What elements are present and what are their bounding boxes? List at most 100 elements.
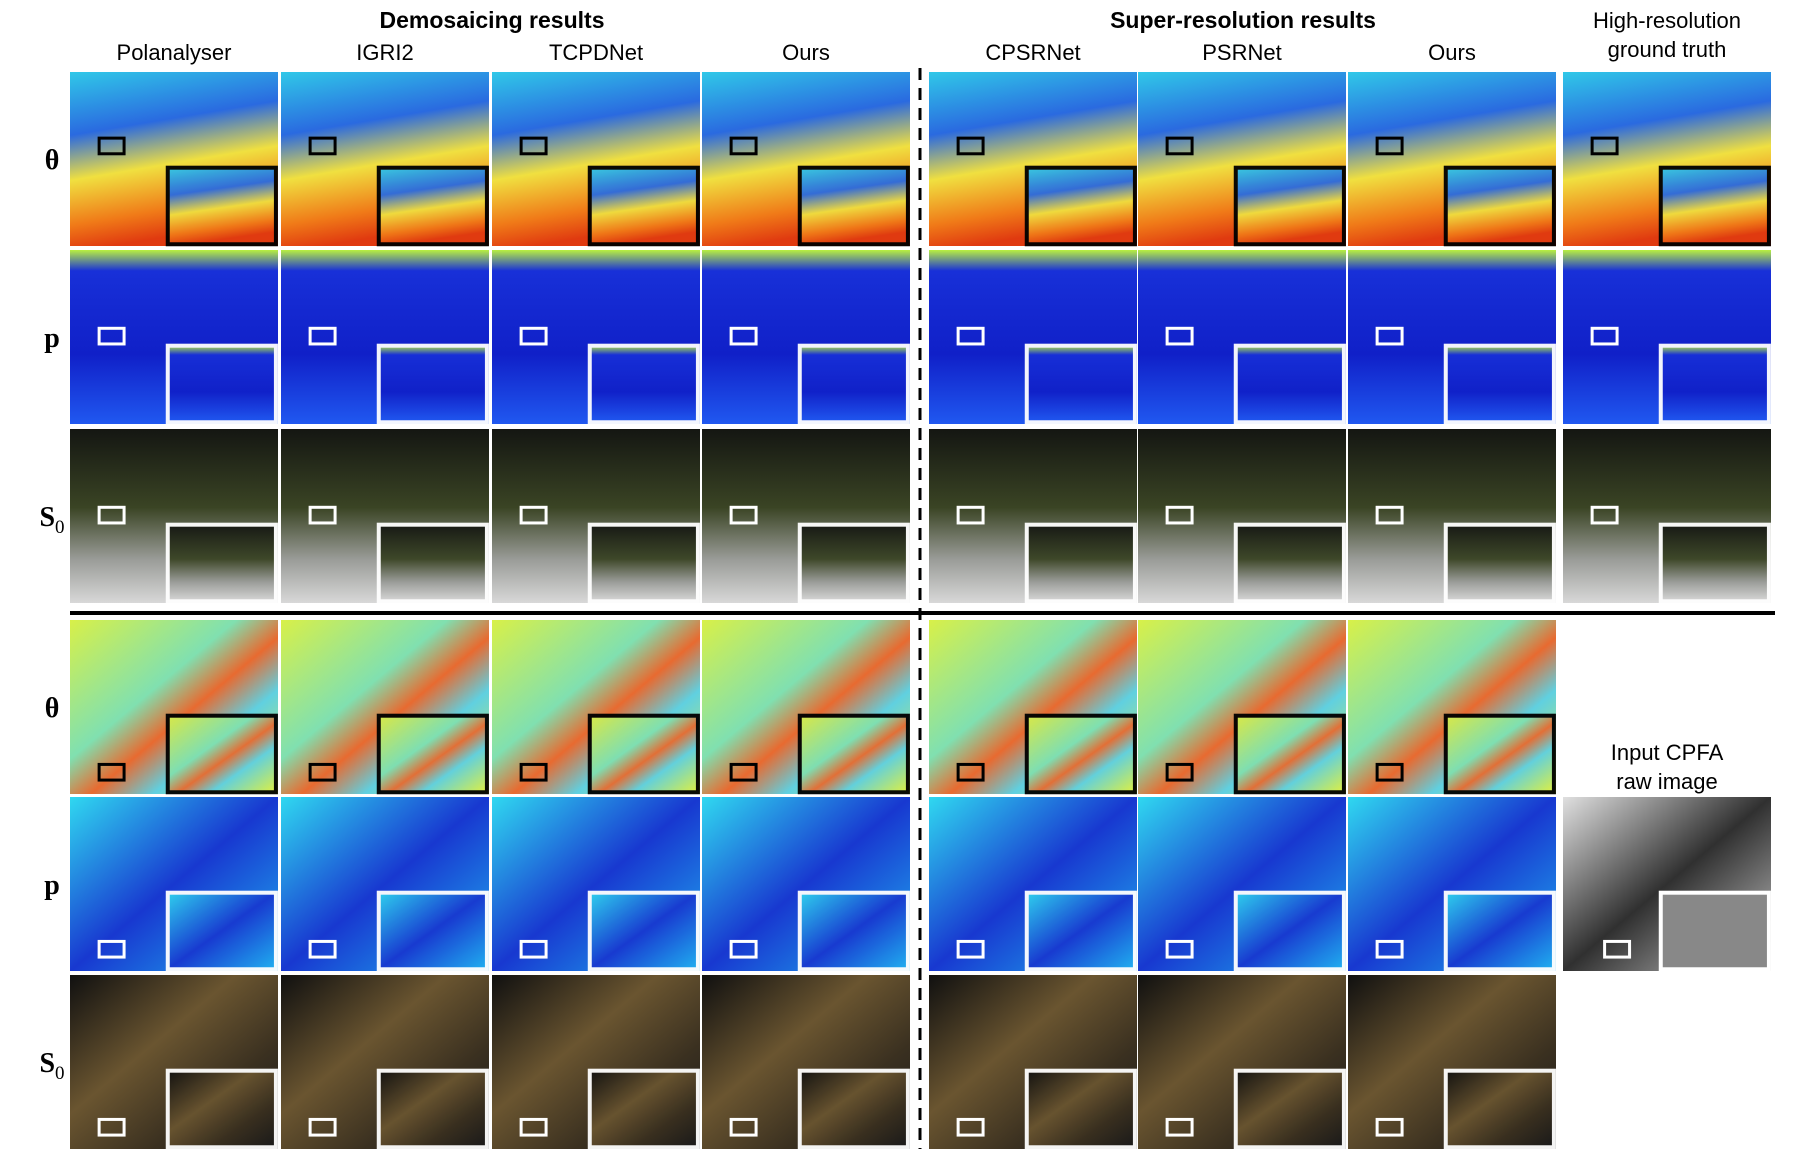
zoom-inset [376, 522, 489, 604]
zoom-inset [797, 165, 910, 247]
zoom-box [956, 762, 985, 782]
zoom-inset [165, 1068, 278, 1149]
zoom-inset [376, 165, 489, 247]
zoom-inset [1658, 522, 1771, 604]
zoom-inset [1233, 522, 1346, 604]
row-label: S0 [39, 1048, 64, 1084]
column-label: PSRNet [1202, 40, 1281, 65]
zoom-box [1375, 1117, 1404, 1137]
zoom-box [729, 1117, 758, 1137]
zoom-inset [1233, 1068, 1346, 1149]
zoom-box [308, 1117, 337, 1137]
zoom-box [729, 136, 758, 156]
zoom-box [1590, 326, 1619, 346]
column-label: Ours [1428, 40, 1476, 65]
zoom-inset [587, 890, 700, 972]
zoom-box [729, 939, 758, 959]
image-grid [70, 72, 1771, 1149]
zoom-box [956, 1117, 985, 1137]
zoom-box [1590, 505, 1619, 525]
row-label: S0 [39, 502, 64, 538]
zoom-box [1603, 939, 1632, 959]
zoom-inset [1024, 1068, 1137, 1149]
zoom-inset [587, 713, 700, 795]
zoom-box [97, 505, 126, 525]
zoom-inset [797, 343, 910, 425]
zoom-box [519, 762, 548, 782]
row-label: θ [45, 693, 60, 724]
zoom-box [1375, 762, 1404, 782]
zoom-inset [376, 713, 489, 795]
zoom-box [1165, 762, 1194, 782]
zoom-inset [587, 522, 700, 604]
zoom-inset [165, 713, 278, 795]
zoom-box [97, 326, 126, 346]
zoom-box [1375, 939, 1404, 959]
zoom-inset [165, 890, 278, 972]
zoom-box [729, 505, 758, 525]
zoom-inset [376, 343, 489, 425]
zoom-inset [1443, 522, 1556, 604]
zoom-inset [797, 1068, 910, 1149]
zoom-box [308, 326, 337, 346]
zoom-inset [165, 522, 278, 604]
input-label: raw image [1616, 769, 1717, 794]
zoom-inset [797, 890, 910, 972]
zoom-inset [1443, 713, 1556, 795]
zoom-inset [376, 890, 489, 972]
zoom-box [1375, 505, 1404, 525]
zoom-inset [1658, 165, 1771, 247]
zoom-box [956, 505, 985, 525]
zoom-inset [1443, 890, 1556, 972]
zoom-inset [587, 343, 700, 425]
zoom-box [729, 762, 758, 782]
column-label: High-resolution [1593, 8, 1741, 33]
zoom-box [1165, 1117, 1194, 1137]
zoom-box [956, 939, 985, 959]
column-label: Polanalyser [117, 40, 232, 65]
zoom-box [1165, 939, 1194, 959]
zoom-inset [1024, 890, 1137, 972]
group-title: Demosaicing results [380, 7, 605, 33]
zoom-inset [165, 343, 278, 425]
zoom-box [308, 505, 337, 525]
group-title: Super-resolution results [1110, 7, 1376, 33]
zoom-box [519, 1117, 548, 1137]
column-label: CPSRNet [985, 40, 1080, 65]
zoom-inset [1024, 165, 1137, 247]
column-label: IGRI2 [356, 40, 413, 65]
zoom-inset [587, 1068, 700, 1149]
zoom-inset [587, 165, 700, 247]
zoom-box [519, 505, 548, 525]
zoom-inset [1443, 1068, 1556, 1149]
zoom-inset [1233, 890, 1346, 972]
zoom-box [97, 939, 126, 959]
zoom-inset [1024, 522, 1137, 604]
zoom-box [1590, 136, 1619, 156]
zoom-box [97, 1117, 126, 1137]
zoom-box [1165, 505, 1194, 525]
zoom-inset [1024, 343, 1137, 425]
zoom-box [519, 939, 548, 959]
zoom-box [1375, 136, 1404, 156]
zoom-inset [1443, 343, 1556, 425]
column-label: Ours [782, 40, 830, 65]
zoom-inset [1658, 890, 1771, 972]
row-label: p [44, 323, 60, 354]
zoom-box [729, 326, 758, 346]
zoom-inset [1443, 165, 1556, 247]
zoom-box [956, 326, 985, 346]
zoom-inset [797, 713, 910, 795]
zoom-inset [797, 522, 910, 604]
zoom-inset [165, 165, 278, 247]
column-label: ground truth [1608, 37, 1727, 62]
zoom-box [308, 762, 337, 782]
zoom-inset [376, 1068, 489, 1149]
zoom-box [1165, 326, 1194, 346]
zoom-box [1375, 326, 1404, 346]
zoom-box [308, 136, 337, 156]
zoom-box [519, 326, 548, 346]
zoom-inset [1233, 713, 1346, 795]
zoom-box [956, 136, 985, 156]
